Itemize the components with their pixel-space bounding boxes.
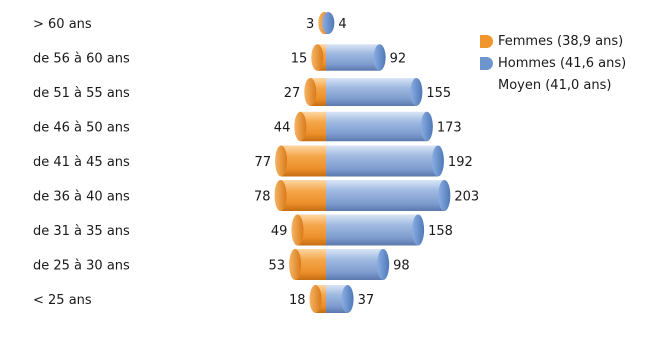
bar-cap-hommes <box>341 285 354 313</box>
bar-cap-hommes <box>431 145 444 177</box>
bar-cap-hommes <box>322 12 335 34</box>
value-label-femmes: 27 <box>284 86 301 101</box>
bar-hommes <box>326 214 419 246</box>
bar-cap-hommes <box>410 78 423 106</box>
value-label-hommes: 203 <box>454 190 479 205</box>
value-label-femmes: 3 <box>306 17 314 32</box>
value-label-hommes: 37 <box>358 293 375 308</box>
bar-hommes <box>326 145 438 177</box>
value-label-femmes: 78 <box>254 190 271 205</box>
legend-swatch-hommes <box>480 56 493 70</box>
bar-cap-hommes <box>420 111 433 142</box>
value-label-femmes: 77 <box>255 155 272 170</box>
category-label: de 41 à 45 ans <box>33 155 130 170</box>
bar-hommes <box>326 44 380 71</box>
value-label-femmes: 44 <box>274 121 291 136</box>
bar-cap-hommes <box>377 249 390 280</box>
bars <box>274 12 451 313</box>
legend-item-moyen: Moyen (41,0 ans) <box>480 74 626 96</box>
value-label-femmes: 49 <box>271 224 288 239</box>
category-label: < 25 ans <box>33 293 92 308</box>
bar-cap-femmes <box>289 249 302 280</box>
value-label-femmes: 15 <box>291 52 308 67</box>
bar-cap-femmes <box>304 78 317 106</box>
bar-cap-femmes <box>275 145 288 177</box>
bar-cap-hommes <box>412 214 425 246</box>
legend-item-hommes: Hommes (41,6 ans) <box>480 52 626 74</box>
value-label-hommes: 92 <box>390 52 407 67</box>
value-labels: 3 4 15 92 27 155 44 173 77 192 78 203 49 158 53 98 18 37 <box>254 17 479 308</box>
value-label-hommes: 98 <box>393 259 410 274</box>
value-label-hommes: 158 <box>428 224 453 239</box>
legend: Femmes (38,9 ans) Hommes (41,6 ans) Moye… <box>480 30 626 96</box>
category-label: de 31 à 35 ans <box>33 224 130 239</box>
bar-cap-femmes <box>294 111 307 142</box>
category-labels: > 60 ans de 56 à 60 ans de 51 à 55 ans de 4… <box>33 17 130 308</box>
value-label-hommes: 192 <box>448 155 473 170</box>
bar-femmes <box>280 180 326 211</box>
bar-hommes <box>326 78 417 106</box>
bar-cap-femmes <box>309 285 322 313</box>
bar-hommes <box>326 285 348 313</box>
bar-hommes <box>326 111 427 142</box>
legend-label-moyen: Moyen (41,0 ans) <box>498 77 612 93</box>
bar-cap-hommes <box>373 44 386 71</box>
bar-hommes <box>326 180 445 211</box>
legend-label-femmes: Femmes (38,9 ans) <box>498 33 624 49</box>
legend-swatch-femmes <box>480 34 493 48</box>
value-label-femmes: 53 <box>269 259 286 274</box>
value-label-hommes: 155 <box>426 86 451 101</box>
bar-cap-femmes <box>274 180 287 211</box>
value-label-femmes: 18 <box>289 293 306 308</box>
category-label: > 60 ans <box>33 17 92 32</box>
bar-cap-hommes <box>438 180 451 211</box>
category-label: de 25 à 30 ans <box>33 259 130 274</box>
value-label-hommes: 4 <box>338 17 346 32</box>
value-label-hommes: 173 <box>437 121 462 136</box>
bar-hommes <box>326 249 384 280</box>
bar-cap-femmes <box>311 44 324 71</box>
bar-cap-femmes <box>291 214 304 246</box>
category-label: de 51 à 55 ans <box>33 86 130 101</box>
category-label: de 56 à 60 ans <box>33 52 130 67</box>
legend-label-hommes: Hommes (41,6 ans) <box>498 55 627 71</box>
category-label: de 46 à 50 ans <box>33 121 130 136</box>
category-label: de 36 à 40 ans <box>33 190 130 205</box>
bar-femmes <box>281 145 326 177</box>
legend-item-femmes: Femmes (38,9 ans) <box>480 30 626 52</box>
